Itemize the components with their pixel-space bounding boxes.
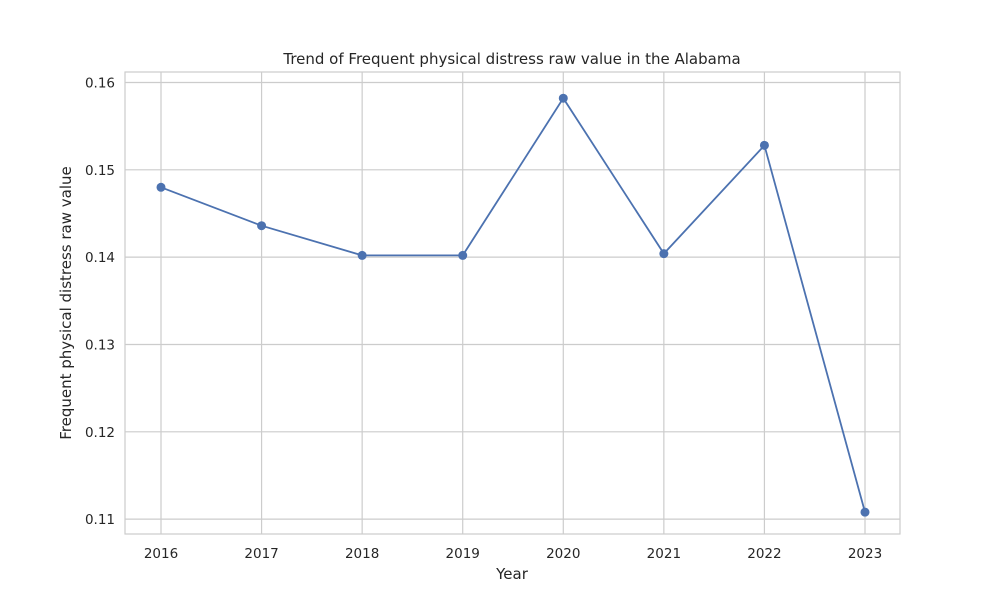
series bbox=[156, 93, 870, 517]
y-tick-label: 0.14 bbox=[85, 250, 115, 266]
x-tick-label: 2020 bbox=[546, 546, 580, 562]
x-axis-label: Year bbox=[495, 565, 529, 583]
data-point bbox=[257, 221, 267, 231]
y-tick-label: 0.15 bbox=[85, 163, 115, 179]
x-tick-label: 2017 bbox=[244, 546, 278, 562]
x-tick-label: 2019 bbox=[446, 546, 480, 562]
data-point bbox=[357, 250, 367, 260]
data-point bbox=[558, 93, 568, 103]
x-tick-label: 2022 bbox=[747, 546, 781, 562]
data-point bbox=[759, 140, 769, 150]
x-axis-ticks: 2016 2017 2018 2019 2020 2021 2022 2023 bbox=[144, 546, 882, 562]
chart-title: Trend of Frequent physical distress raw … bbox=[282, 50, 740, 68]
data-point bbox=[860, 507, 870, 517]
x-tick-label: 2018 bbox=[345, 546, 379, 562]
x-tick-label: 2021 bbox=[647, 546, 681, 562]
x-tick-label: 2023 bbox=[848, 546, 882, 562]
y-axis-ticks: 0.11 0.12 0.13 0.14 0.15 0.16 bbox=[85, 75, 115, 528]
plot-frame bbox=[124, 71, 901, 535]
data-point bbox=[156, 182, 166, 192]
data-point bbox=[458, 250, 468, 260]
series-line bbox=[160, 96, 866, 513]
grid bbox=[125, 72, 900, 534]
y-tick-label: 0.13 bbox=[85, 337, 115, 353]
data-point bbox=[659, 249, 669, 259]
y-tick-label: 0.16 bbox=[85, 75, 115, 91]
y-axis-label: Frequent physical distress raw value bbox=[57, 166, 75, 440]
x-tick-label: 2016 bbox=[144, 546, 178, 562]
y-tick-label: 0.12 bbox=[85, 425, 115, 441]
y-tick-label: 0.11 bbox=[85, 512, 115, 528]
